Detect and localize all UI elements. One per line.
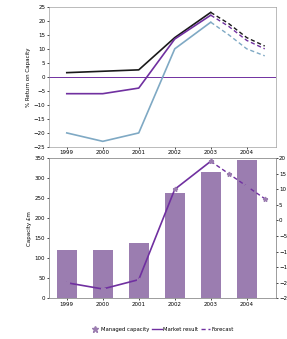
Legend: Managed capacity, Market result, Forecast: Managed capacity, Market result, Forecas… [90, 326, 235, 332]
Y-axis label: % Return on Capacity: % Return on Capacity [26, 47, 31, 106]
Bar [93, 250, 113, 298]
Bar [237, 160, 257, 298]
Legend: Managed, Portfolio, Market, Forecast, Forecast, Forecast: Managed, Portfolio, Market, Forecast, Fo… [107, 180, 217, 194]
Bar [165, 193, 185, 298]
Y-axis label: Capacity £m: Capacity £m [27, 211, 32, 246]
Bar [129, 243, 149, 298]
Bar [201, 172, 221, 298]
Bar [57, 250, 77, 298]
